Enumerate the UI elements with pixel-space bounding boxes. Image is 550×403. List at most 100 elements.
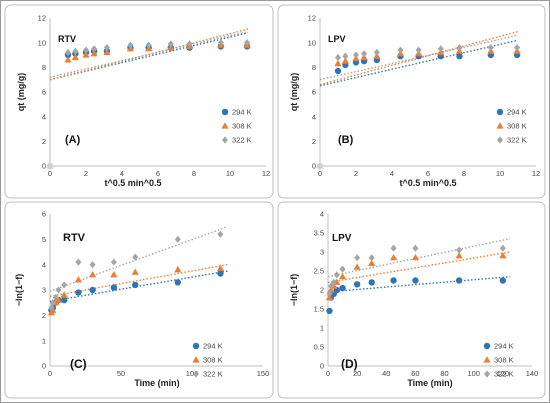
- data-point: [127, 41, 134, 49]
- y-tick-label: 2.5: [314, 267, 324, 276]
- x-tick-label: 6: [426, 169, 430, 178]
- panel-c: 0 50 100 150 0 1 2 3 4 5 6 Time (min) −ln(1−f) RTV (C)…: [4, 201, 274, 399]
- y-axis-label: qt (mg/g): [16, 73, 26, 112]
- y-tick-label: 8: [42, 63, 46, 72]
- y-axis-label: qt (mg/g): [289, 73, 299, 112]
- data-point: [54, 296, 63, 303]
- y-tick-label: 4: [320, 210, 324, 219]
- data-point: [411, 253, 420, 261]
- legend-entry: 308 K: [494, 356, 514, 365]
- legend-marker: [483, 356, 491, 363]
- data-point: [499, 277, 507, 284]
- data-point: [437, 45, 444, 53]
- data-point: [353, 51, 359, 59]
- data-point: [487, 44, 494, 52]
- y-tick-label: 0: [42, 162, 46, 171]
- data-point: [103, 48, 111, 56]
- panel-label: (A): [65, 134, 81, 146]
- data-point: [456, 44, 463, 52]
- data-point: [90, 49, 98, 57]
- data-point: [49, 306, 57, 313]
- data-point: [83, 46, 89, 54]
- trendline-294-k: [327, 276, 511, 293]
- data-point: [55, 286, 62, 294]
- data-point: [74, 276, 82, 283]
- data-point: [216, 264, 224, 272]
- x-tick-label: 140: [526, 369, 539, 378]
- series-322-k: [47, 39, 251, 170]
- legend-entry: 294 K: [232, 108, 252, 117]
- data-point: [342, 52, 349, 60]
- panel-label: (D): [341, 357, 358, 371]
- data-point: [47, 162, 53, 170]
- y-tick-label: 6: [42, 210, 46, 219]
- data-point: [499, 244, 506, 252]
- x-axis-label: t^0.5 min^0.5: [104, 178, 161, 188]
- legend-marker: [483, 342, 491, 350]
- y-tick-label: 4: [312, 112, 316, 121]
- data-point: [131, 268, 139, 275]
- x-tick-label: 12: [262, 169, 270, 178]
- data-point: [354, 254, 361, 262]
- series-294-k: [326, 277, 507, 315]
- y-tick-label: 3: [42, 286, 46, 295]
- data-point: [455, 277, 463, 284]
- x-tick-label: 2: [84, 169, 88, 178]
- x-tick-label: 0: [48, 169, 52, 178]
- y-tick-label: 0: [312, 162, 316, 171]
- data-point: [390, 277, 397, 284]
- trendline-322-k: [49, 30, 249, 78]
- x-tick-label: 0: [326, 369, 330, 378]
- x-tick-label: 20: [353, 369, 361, 378]
- legend-entry: 294 K: [507, 108, 527, 117]
- data-point: [217, 230, 224, 238]
- panel-tag: RTV: [58, 34, 76, 44]
- data-point: [110, 284, 118, 291]
- data-point: [412, 244, 419, 252]
- y-tick-label: 0: [320, 362, 324, 371]
- legend: 294 K 308 K 322 K: [192, 342, 223, 379]
- x-tick-label: 12: [532, 169, 540, 178]
- x-tick-label: 10: [226, 169, 234, 178]
- trendline-308-k: [327, 251, 511, 284]
- x-tick-label: 8: [192, 169, 196, 178]
- data-point: [368, 259, 376, 266]
- data-point: [61, 281, 68, 289]
- x-tick-label: 60: [411, 369, 419, 378]
- x-tick-label: 100: [467, 369, 480, 378]
- data-point: [368, 279, 375, 286]
- data-point: [89, 286, 96, 294]
- trendline-322-k: [319, 34, 519, 81]
- legend-entry: 308 K: [232, 122, 252, 131]
- data-point: [174, 265, 182, 273]
- data-point: [60, 296, 68, 304]
- panel-frame: [277, 201, 546, 399]
- data-point: [244, 39, 251, 47]
- legend-marker: [221, 122, 229, 129]
- legend-marker: [221, 108, 229, 116]
- legend-marker: [192, 356, 200, 363]
- y-tick-label: 0: [42, 362, 46, 371]
- data-point: [145, 41, 152, 49]
- y-tick-label: 6: [312, 88, 316, 97]
- x-tick-label: 100: [186, 369, 199, 378]
- data-point: [456, 53, 463, 60]
- panel-frame: [4, 4, 274, 199]
- panel-frame: [4, 201, 274, 399]
- data-point: [499, 252, 507, 259]
- x-axis-label: Time (min): [134, 378, 179, 388]
- y-tick-label: 2: [42, 311, 46, 320]
- x-tick-label: 4: [390, 169, 394, 178]
- y-tick-label: 6: [42, 88, 46, 97]
- data-point: [167, 40, 174, 48]
- data-point: [326, 307, 333, 315]
- x-tick-label: 50: [117, 369, 125, 378]
- legend-entry: 294 K: [203, 342, 223, 351]
- data-point: [186, 40, 193, 48]
- data-point: [456, 246, 463, 254]
- data-point: [82, 51, 90, 58]
- x-tick-label: 4: [120, 169, 124, 178]
- y-tick-label: 1: [320, 324, 324, 333]
- data-point: [339, 284, 346, 292]
- series-322-k: [326, 244, 506, 298]
